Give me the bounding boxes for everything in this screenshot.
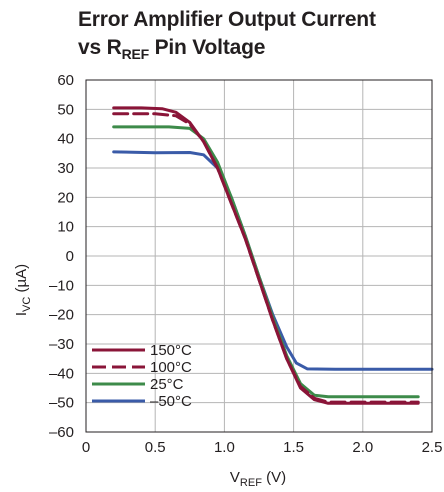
y-tick-label: 50 <box>57 101 74 118</box>
x-tick-label: 0.5 <box>145 439 166 456</box>
y-tick-label: –40 <box>49 365 74 382</box>
x-tick-label: 0 <box>82 439 90 456</box>
series-lines <box>112 106 434 405</box>
x-axis-label-main: V <box>230 469 240 486</box>
y-tick-label: 10 <box>57 219 74 236</box>
y-axis-label: IVC (µA) <box>13 264 33 316</box>
y-tick-label: 20 <box>57 189 74 206</box>
legend-label: 150°C <box>150 342 192 359</box>
x-axis-label-unit: (V) <box>262 469 286 486</box>
x-axis-label: VREF (V) <box>230 469 286 489</box>
series-line <box>112 106 420 405</box>
y-axis-label-main: I <box>13 312 30 316</box>
y-tick-label: –60 <box>49 424 74 441</box>
y-axis-label-sub: VC <box>21 297 33 312</box>
y-tick-label: –50 <box>49 395 74 412</box>
chart-title: Error Amplifier Output Current vs RREF Pi… <box>78 6 376 63</box>
y-tick-label: –30 <box>49 336 74 353</box>
y-tick-labels: 60 50 40 30 20 10 0 –10 –20 –30 –40 –50 –60 <box>49 72 74 441</box>
x-tick-label: 1.0 <box>214 439 235 456</box>
series-line <box>112 150 434 371</box>
y-tick-label: –20 <box>49 307 74 324</box>
y-tick-label: –10 <box>49 277 74 294</box>
y-tick-label: 40 <box>57 131 74 148</box>
chart-title-line2-suffix: Pin Voltage <box>148 36 266 59</box>
chart-title-line1: Error Amplifier Output Current <box>78 8 376 31</box>
x-tick-label: 2.0 <box>352 439 373 456</box>
x-tick-label: 1.5 <box>283 439 304 456</box>
y-tick-label: 0 <box>66 248 74 265</box>
chart-title-line2-prefix: vs R <box>78 36 122 59</box>
legend-label: 25°C <box>150 376 184 393</box>
legend-label: 100°C <box>150 359 192 376</box>
plot-frame <box>85 79 433 433</box>
grid <box>85 79 433 433</box>
chart-title-subscript: REF <box>121 46 150 62</box>
y-axis-label-unit: (µA) <box>13 264 30 297</box>
x-axis-label-sub: REF <box>240 477 262 489</box>
legend-label: –50°C <box>150 393 192 410</box>
x-tick-labels: 0 0.5 1.0 1.5 2.0 2.5 <box>82 439 443 456</box>
x-tick-label: 2.5 <box>422 439 443 456</box>
y-tick-label: 60 <box>57 72 74 89</box>
y-tick-label: 30 <box>57 160 74 177</box>
